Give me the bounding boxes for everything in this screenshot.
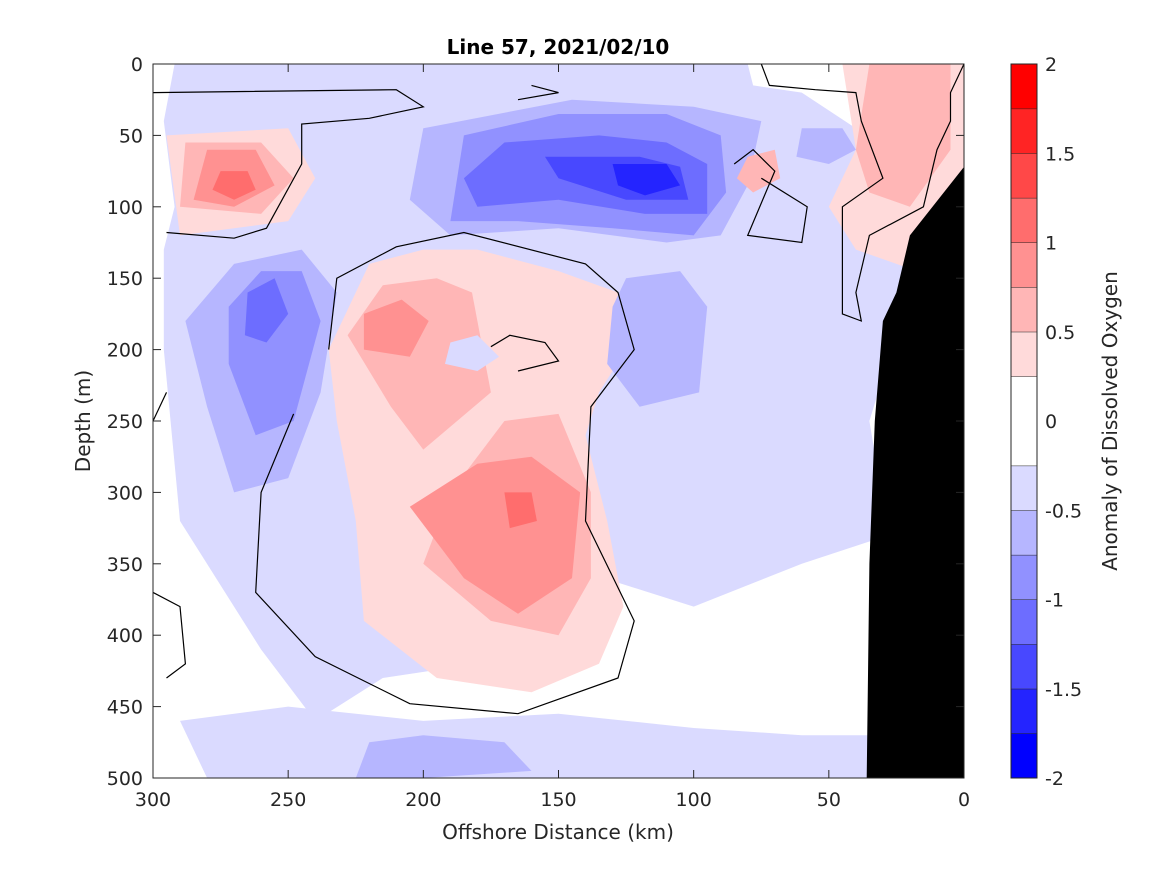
y-axis: 0 50 100 150 200 250 300 350 400 450 500 (107, 54, 964, 790)
contour-region-24 (612, 164, 681, 196)
colorbar-segment-13 (1011, 108, 1037, 154)
colorbar-tick-label-6: -1 (1045, 590, 1064, 612)
colorbar-segment-14 (1011, 64, 1037, 109)
y-tick-label-5: 250 (107, 411, 143, 433)
x-tick-label-6: 0 (958, 789, 970, 811)
contour-region-25 (736, 149, 781, 193)
y-tick-label-8: 400 (107, 625, 143, 647)
colorbar-segment-11 (1011, 197, 1037, 243)
colorbar-tick-label-4: 0 (1045, 411, 1057, 433)
colorbar-segment-9 (1011, 287, 1037, 332)
x-tick-label-3: 150 (540, 789, 576, 811)
colorbar-segment-7 (1011, 376, 1037, 466)
bathymetry-layer (866, 114, 964, 778)
y-axis-label: Depth (m) (71, 370, 95, 472)
colorbar-tick-label-8: -2 (1045, 768, 1064, 790)
chart-title: Line 57, 2021/02/10 (447, 35, 670, 59)
y-tick-label-9: 450 (107, 697, 143, 719)
contour-region-16 (607, 271, 708, 407)
contour-region-9 (409, 456, 581, 614)
colorbar-frame (1010, 63, 1038, 779)
contour-line-3 (517, 84, 559, 101)
colorbar-segment-2 (1011, 644, 1037, 689)
contour-region-12 (212, 171, 256, 200)
contour-line-2 (490, 334, 560, 372)
x-axis: 300 250 200 150 100 50 0 (135, 64, 970, 811)
colorbar-tick-label-7: -1.5 (1045, 679, 1082, 701)
contour-region-17 (796, 128, 856, 164)
x-tick-label-5: 50 (817, 789, 841, 811)
x-tick-label-4: 100 (676, 789, 712, 811)
y-tick-label-0: 0 (131, 54, 143, 76)
colorbar-segment-4 (1011, 554, 1037, 600)
contour-line-layer (153, 64, 964, 715)
y-tick-label-3: 150 (107, 268, 143, 290)
contour-region-13 (504, 492, 537, 529)
y-tick-label-7: 350 (107, 554, 143, 576)
y-tick-label-1: 50 (119, 125, 143, 147)
colorbar-tick-label-2: 1 (1045, 233, 1057, 255)
contour-region-26 (445, 335, 499, 371)
contour-line-1 (255, 231, 635, 715)
colorbar-segment-12 (1011, 153, 1037, 198)
contour-region-18 (355, 735, 532, 778)
colorbar-segment-8 (1011, 331, 1037, 377)
colorbar: 2 1.5 1 0.5 0 -0.5 -1 -1.5 -2 (1010, 54, 1082, 790)
y-tick-label-6: 300 (107, 482, 143, 504)
x-tick-label-1: 250 (270, 789, 306, 811)
contour-fill-layer (163, 64, 964, 778)
x-tick-label-0: 300 (135, 789, 171, 811)
x-axis-label: Offshore Distance (km) (442, 820, 674, 844)
colorbar-tick-label-1: 1.5 (1045, 143, 1075, 165)
contour-region-22 (244, 278, 289, 343)
colorbar-segment-5 (1011, 510, 1037, 555)
contour-region-1 (180, 706, 875, 778)
contour-line-7 (153, 591, 187, 679)
colorbar-segment-10 (1011, 242, 1037, 288)
colorbar-segment-6 (1011, 465, 1037, 511)
seafloor-bathymetry (866, 114, 964, 778)
colorbar-tick-label-5: -0.5 (1045, 500, 1082, 522)
contour-region-11 (363, 299, 429, 357)
contour-line-5 (733, 148, 808, 244)
y-tick-label-10: 500 (107, 768, 143, 790)
contour-line-6 (153, 392, 168, 422)
colorbar-segment-3 (1011, 599, 1037, 645)
colorbar-label: Anomaly of Dissolved Oxygen (1098, 271, 1122, 571)
x-tick-label-2: 200 (405, 789, 441, 811)
contour-line-0 (153, 89, 425, 239)
contour-region-8 (855, 64, 951, 207)
colorbar-tick-label-0: 2 (1045, 54, 1057, 76)
colorbar-segment-0 (1011, 733, 1037, 778)
colorbar-tick-label-3: 0.5 (1045, 322, 1075, 344)
y-tick-label-4: 200 (107, 340, 143, 362)
contour-line-4 (760, 64, 964, 322)
colorbar-segment-1 (1011, 688, 1037, 734)
y-tick-label-2: 100 (107, 197, 143, 219)
